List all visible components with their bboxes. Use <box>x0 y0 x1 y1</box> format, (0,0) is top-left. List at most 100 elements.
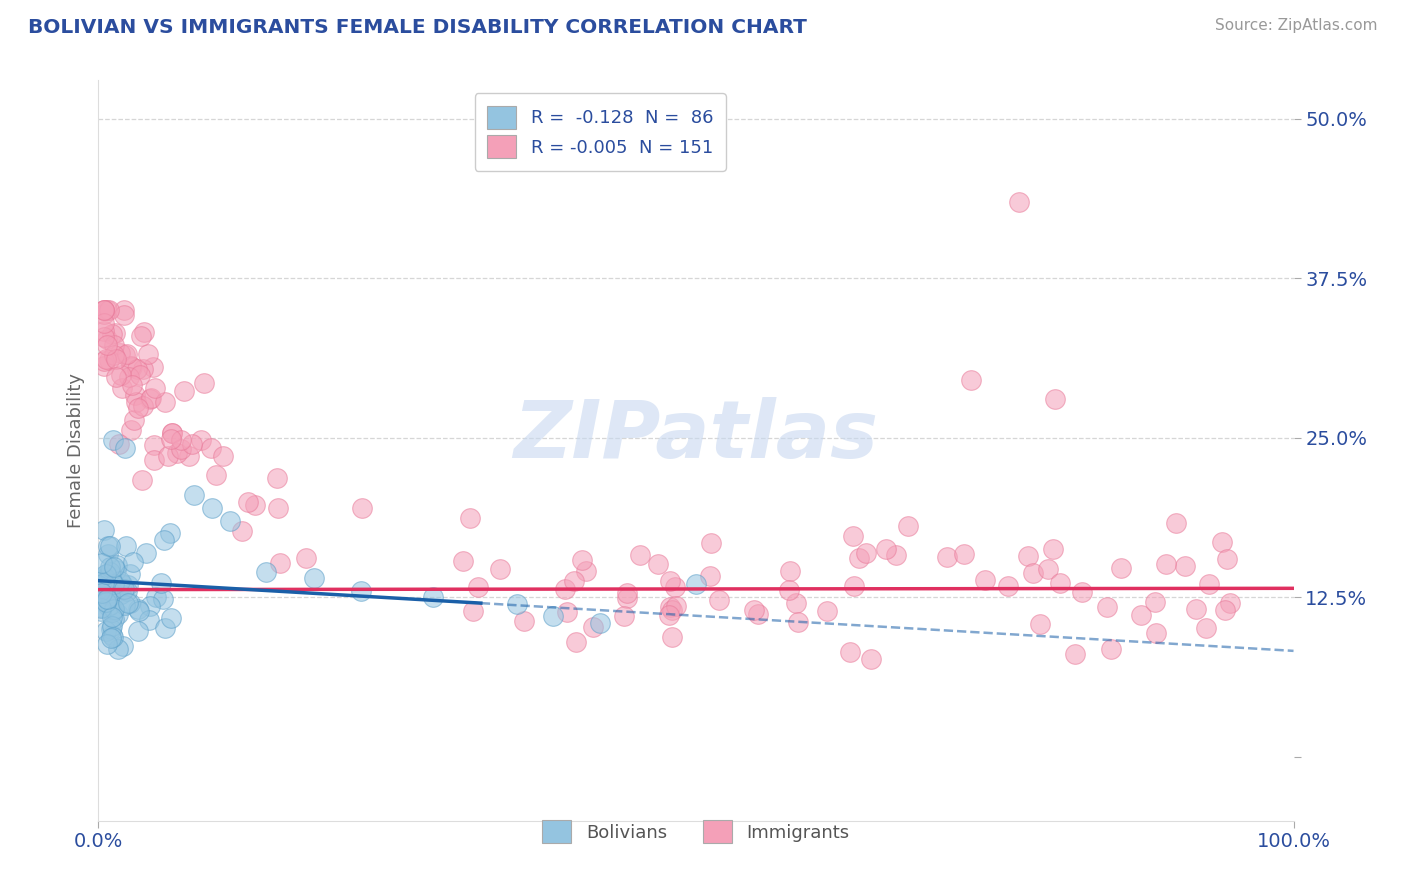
Point <box>100 568 122 582</box>
Point <box>180 437 202 451</box>
Point <box>101 610 124 624</box>
Point <box>108 574 131 588</box>
Point <box>134 325 156 339</box>
Point <box>219 514 242 528</box>
Point <box>101 434 124 448</box>
Point <box>103 559 125 574</box>
Point <box>582 619 605 633</box>
Point <box>90 601 112 615</box>
Point <box>103 337 125 351</box>
Point <box>110 587 132 601</box>
Point <box>107 642 129 657</box>
Point <box>183 488 205 502</box>
Point <box>103 577 125 591</box>
Point <box>1063 647 1085 661</box>
Point <box>1219 595 1241 609</box>
Point <box>103 602 125 616</box>
Point <box>100 622 122 636</box>
Text: ZIPatlas: ZIPatlas <box>513 397 879 475</box>
Point <box>96 578 118 592</box>
Point <box>350 583 373 598</box>
Point <box>138 392 160 406</box>
Point <box>96 338 118 352</box>
Point <box>87 578 110 592</box>
Point <box>231 524 253 539</box>
Point <box>153 533 176 547</box>
Point <box>157 450 180 464</box>
Point <box>647 557 669 571</box>
Point <box>117 596 139 610</box>
Point <box>779 564 801 578</box>
Point <box>93 307 115 321</box>
Point <box>97 303 120 318</box>
Point <box>114 598 136 612</box>
Point <box>254 565 277 579</box>
Point <box>699 569 721 583</box>
Point <box>98 589 121 603</box>
Point <box>93 316 115 330</box>
Point <box>616 585 638 599</box>
Point <box>564 635 586 649</box>
Point <box>170 434 193 448</box>
Point <box>1022 566 1045 581</box>
Point <box>1099 641 1122 656</box>
Point <box>125 394 148 409</box>
Point <box>664 580 686 594</box>
Point <box>1049 575 1071 590</box>
Point <box>91 556 114 570</box>
Point <box>93 576 115 591</box>
Point <box>100 631 122 645</box>
Point <box>699 536 721 550</box>
Point <box>127 361 149 376</box>
Point <box>875 542 897 557</box>
Point <box>97 539 120 553</box>
Point <box>142 437 165 451</box>
Point <box>135 545 157 559</box>
Point <box>100 327 122 342</box>
Point <box>541 609 564 624</box>
Point <box>96 624 118 639</box>
Point <box>114 441 136 455</box>
Point <box>117 577 139 591</box>
Point <box>936 549 959 564</box>
Point <box>555 606 578 620</box>
Legend: Bolivians, Immigrants: Bolivians, Immigrants <box>530 807 862 856</box>
Point <box>173 384 195 399</box>
Point <box>848 551 870 566</box>
Point <box>658 607 681 622</box>
Point <box>101 582 124 597</box>
Point <box>120 359 142 373</box>
Point <box>105 370 128 384</box>
Point <box>110 381 132 395</box>
Y-axis label: Female Disability: Female Disability <box>66 373 84 528</box>
Point <box>110 368 132 383</box>
Point <box>201 500 224 515</box>
Point <box>616 591 638 606</box>
Point <box>138 613 160 627</box>
Point <box>974 573 997 587</box>
Point <box>103 612 125 626</box>
Point <box>94 567 117 582</box>
Point <box>143 380 166 394</box>
Point <box>93 330 115 344</box>
Point <box>139 599 162 613</box>
Point <box>302 571 325 585</box>
Point <box>1195 621 1218 635</box>
Point <box>118 370 141 384</box>
Point <box>236 495 259 509</box>
Point <box>1029 616 1052 631</box>
Point <box>159 526 181 541</box>
Point <box>1042 542 1064 557</box>
Point <box>112 640 135 654</box>
Point <box>128 604 150 618</box>
Point <box>112 582 135 596</box>
Point <box>842 529 865 543</box>
Point <box>489 561 512 575</box>
Point <box>160 425 183 440</box>
Point <box>815 604 838 618</box>
Point <box>127 601 149 615</box>
Point <box>96 637 118 651</box>
Point <box>100 606 122 620</box>
Point <box>1164 516 1187 530</box>
Point <box>96 332 118 346</box>
